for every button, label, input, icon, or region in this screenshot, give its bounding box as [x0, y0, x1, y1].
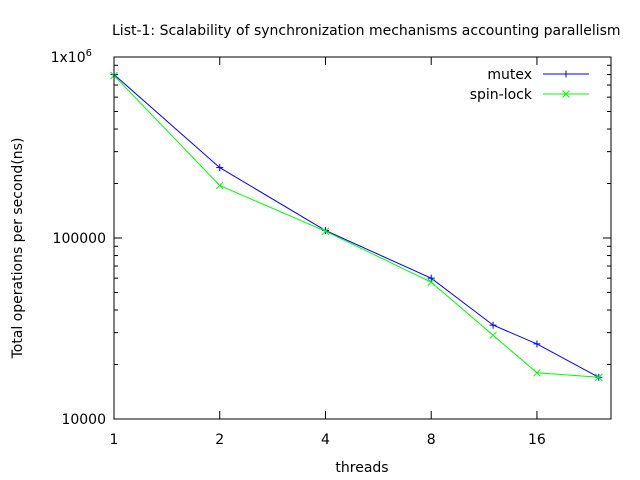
legend-marker-mutex: [562, 70, 570, 78]
data-point-mutex: [216, 164, 224, 172]
legend: mutex spin-lock: [470, 67, 589, 103]
data-point-spin-lock: [594, 373, 603, 382]
series-line-spin-lock: [113, 75, 599, 378]
y-axis-label: Total operations per second(ns): [10, 138, 26, 360]
x-tick-label: 1: [110, 432, 119, 448]
data-point-mutex: [533, 340, 541, 348]
data-point-spin-lock: [321, 227, 330, 236]
x-tick-label: 16: [528, 432, 546, 448]
data-point-spin-lock: [427, 278, 436, 287]
data-point-mutex: [489, 321, 497, 329]
x-tick-label: 8: [427, 432, 436, 448]
series-line-mutex: [113, 74, 600, 378]
x-axis-label: threads: [335, 460, 388, 476]
data-point-mutex: [427, 274, 435, 282]
y-tick-label: 1x106: [51, 48, 92, 66]
plot-frame: [113, 56, 612, 420]
data-point-spin-lock: [215, 181, 224, 190]
legend-marker-spin-lock: [562, 90, 570, 98]
x-tick-label: 4: [321, 432, 330, 448]
chart-title: List-1: Scalability of synchronization m…: [112, 23, 621, 39]
data-point-spin-lock: [489, 331, 497, 340]
x-tick-label: 2: [215, 432, 224, 448]
y-tick-exponent: 6: [86, 48, 92, 59]
legend-label-spin-lock: spin-lock: [470, 87, 533, 103]
y-tick-label: 10000: [61, 412, 106, 428]
y-tick-label: 100000: [53, 231, 106, 247]
data-point-spin-lock: [533, 368, 541, 377]
legend-label-mutex: mutex: [487, 67, 532, 83]
